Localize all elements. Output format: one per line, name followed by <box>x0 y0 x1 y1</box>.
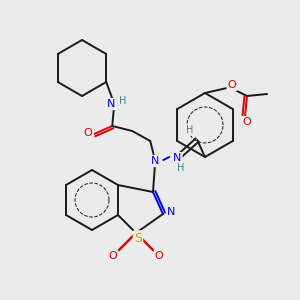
Text: H: H <box>186 125 193 135</box>
Text: O: O <box>228 80 236 90</box>
Text: N: N <box>151 156 159 166</box>
Text: N: N <box>167 207 175 217</box>
Text: H: H <box>118 96 126 106</box>
Text: O: O <box>243 117 251 127</box>
Text: N: N <box>107 99 116 109</box>
Text: S: S <box>134 232 142 244</box>
Text: O: O <box>84 128 93 138</box>
Text: H: H <box>177 163 184 173</box>
Text: O: O <box>154 251 164 261</box>
Text: O: O <box>109 251 117 261</box>
Text: N: N <box>173 153 182 163</box>
